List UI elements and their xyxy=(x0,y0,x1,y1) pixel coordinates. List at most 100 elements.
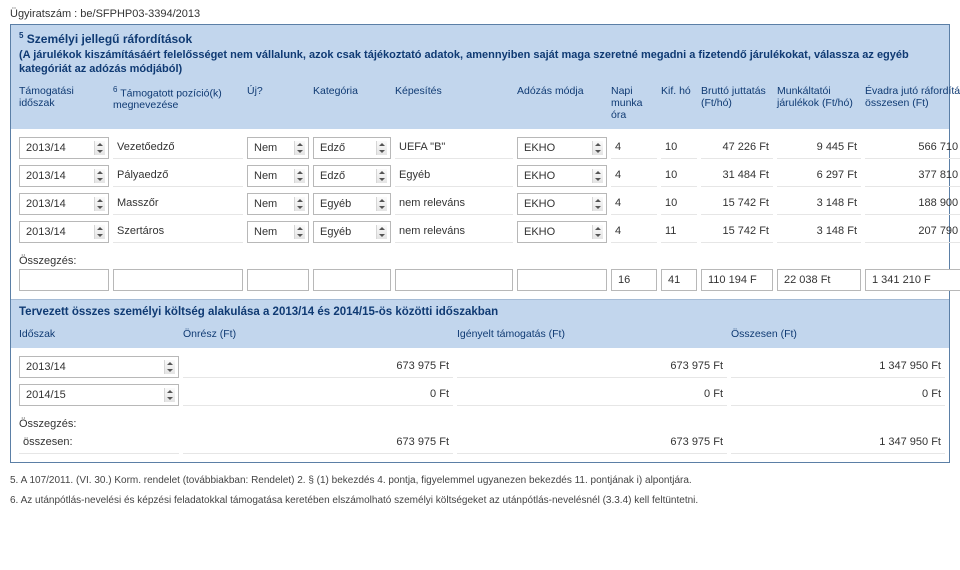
period-select[interactable]: 2013/14 xyxy=(19,137,109,159)
tax-select[interactable]: EKHO xyxy=(517,193,607,215)
section2-summary-row: összesen: 673 975 Ft 673 975 Ft 1 347 95… xyxy=(11,432,949,462)
position-cell: Vezetőedző xyxy=(113,137,243,159)
sum-empty xyxy=(113,269,243,291)
footnote-6: 6. Az utánpótlás-nevelési és képzési fel… xyxy=(10,493,950,509)
col2-total: Összesen (Ft) xyxy=(731,328,945,340)
tax-select[interactable]: EKHO xyxy=(517,221,607,243)
section1-summary-label: Összegzés: xyxy=(11,253,949,269)
sum2-word: összesen: xyxy=(19,432,179,454)
new-select[interactable]: Nem xyxy=(247,221,309,243)
gross-cell: 15 742 Ft xyxy=(701,221,773,243)
sum-empty xyxy=(517,269,607,291)
sum-hours: 16 xyxy=(611,269,657,291)
col2-support: Igényelt támogatás (Ft) xyxy=(457,328,727,340)
support-cell: 673 975 Ft xyxy=(457,356,727,378)
gross-cell: 15 742 Ft xyxy=(701,193,773,215)
contrib-cell: 9 445 Ft xyxy=(777,137,861,159)
period-select[interactable]: 2013/14 xyxy=(19,165,109,187)
sum-contrib: 22 038 Ft xyxy=(777,269,861,291)
period-select[interactable]: 2013/14 xyxy=(19,193,109,215)
position-cell: Pályaedző xyxy=(113,165,243,187)
category-select[interactable]: Egyéb xyxy=(313,221,391,243)
col-tax: Adózás módja xyxy=(517,85,607,121)
section1-columns: Támogatási időszak 6 Támogatott pozíció(… xyxy=(11,81,949,129)
table-row: 2013/14SzertárosNemEgyébnem relevánsEKHO… xyxy=(19,221,941,243)
tax-select[interactable]: EKHO xyxy=(517,165,607,187)
section1-summary-row: 16 41 110 194 F 22 038 Ft 1 341 210 F xyxy=(11,269,949,299)
section1-rows: 2013/14VezetőedzőNemEdzőUEFA "B"EKHO4104… xyxy=(11,129,949,253)
table-row: 2013/14VezetőedzőNemEdzőUEFA "B"EKHO4104… xyxy=(19,137,941,159)
season-total-cell: 566 710 Ft xyxy=(865,137,960,159)
season-total-cell: 377 810 Ft xyxy=(865,165,960,187)
sum2-onresz: 673 975 Ft xyxy=(183,432,453,454)
sum-empty xyxy=(247,269,309,291)
months-cell: 10 xyxy=(661,193,697,215)
months-cell: 10 xyxy=(661,137,697,159)
col-pos-sup: 6 xyxy=(113,85,117,94)
section2-columns: Időszak Önrész (Ft) Igényelt támogatás (… xyxy=(11,324,949,348)
table-row: 2013/14673 975 Ft673 975 Ft1 347 950 Ft xyxy=(19,356,941,378)
col-period: Támogatási időszak xyxy=(19,85,109,121)
gross-cell: 47 226 Ft xyxy=(701,137,773,159)
sum-months: 41 xyxy=(661,269,697,291)
position-cell: Masszőr xyxy=(113,193,243,215)
main-container: 5 Személyi jellegű ráfordítások (A járul… xyxy=(10,24,950,463)
gross-cell: 31 484 Ft xyxy=(701,165,773,187)
contrib-cell: 3 148 Ft xyxy=(777,221,861,243)
period-select[interactable]: 2013/14 xyxy=(19,221,109,243)
section2-title: Tervezett összes személyi költség alakul… xyxy=(11,299,949,324)
period-select[interactable]: 2014/15 xyxy=(19,384,179,406)
onresz-cell: 0 Ft xyxy=(183,384,453,406)
contrib-cell: 6 297 Ft xyxy=(777,165,861,187)
new-select[interactable]: Nem xyxy=(247,137,309,159)
onresz-cell: 673 975 Ft xyxy=(183,356,453,378)
title-sup: 5 xyxy=(19,31,23,40)
qualification-cell: nem releváns xyxy=(395,193,513,215)
qualification-cell: UEFA "B" xyxy=(395,137,513,159)
hours-cell: 4 xyxy=(611,193,657,215)
section2-summary-label: Összegzés: xyxy=(11,416,949,432)
position-cell: Szertáros xyxy=(113,221,243,243)
hours-cell: 4 xyxy=(611,165,657,187)
new-select[interactable]: Nem xyxy=(247,193,309,215)
col-category: Kategória xyxy=(313,85,391,121)
footnotes: 5. A 107/2011. (VI. 30.) Korm. rendelet … xyxy=(10,473,950,509)
contrib-cell: 3 148 Ft xyxy=(777,193,861,215)
table-row: 2014/150 Ft0 Ft0 Ft xyxy=(19,384,941,406)
season-total-cell: 207 790 Ft xyxy=(865,221,960,243)
section1-title: Személyi jellegű ráfordítások xyxy=(27,32,192,46)
qualification-cell: Egyéb xyxy=(395,165,513,187)
section1-subtitle: (A járulékok kiszámításáért felelősséget… xyxy=(19,48,941,77)
hours-cell: 4 xyxy=(611,137,657,159)
qualification-cell: nem releváns xyxy=(395,221,513,243)
sum-total: 1 341 210 F xyxy=(865,269,960,291)
col-pos-txt: Támogatott pozíció(k) megnevezése xyxy=(113,87,222,111)
category-select[interactable]: Egyéb xyxy=(313,193,391,215)
total-cell: 1 347 950 Ft xyxy=(731,356,945,378)
col2-onresz: Önrész (Ft) xyxy=(183,328,453,340)
period-select[interactable]: 2013/14 xyxy=(19,356,179,378)
sum-empty xyxy=(313,269,391,291)
sum2-support: 673 975 Ft xyxy=(457,432,727,454)
support-cell: 0 Ft xyxy=(457,384,727,406)
tax-select[interactable]: EKHO xyxy=(517,137,607,159)
section2-rows: 2013/14673 975 Ft673 975 Ft1 347 950 Ft2… xyxy=(11,348,949,416)
footnote-5: 5. A 107/2011. (VI. 30.) Korm. rendelet … xyxy=(10,473,950,489)
col-season-total: Évadra jutó ráfordítás összesen (Ft) xyxy=(865,85,960,121)
col-emp-contrib: Munkáltatói járulékok (Ft/hó) xyxy=(777,85,861,121)
col-gross: Bruttó juttatás (Ft/hó) xyxy=(701,85,773,121)
col-new: Új? xyxy=(247,85,309,121)
months-cell: 10 xyxy=(661,165,697,187)
season-total-cell: 188 900 Ft xyxy=(865,193,960,215)
category-select[interactable]: Edző xyxy=(313,165,391,187)
table-row: 2013/14MasszőrNemEgyébnem relevánsEKHO41… xyxy=(19,193,941,215)
col2-period: Időszak xyxy=(19,328,179,340)
new-select[interactable]: Nem xyxy=(247,165,309,187)
case-number: Ügyiratszám : be/SFPHP03-3394/2013 xyxy=(10,8,950,20)
category-select[interactable]: Edző xyxy=(313,137,391,159)
sum-empty xyxy=(395,269,513,291)
hours-cell: 4 xyxy=(611,221,657,243)
table-row: 2013/14PályaedzőNemEdzőEgyébEKHO41031 48… xyxy=(19,165,941,187)
col-hours: Napi munka óra xyxy=(611,85,657,121)
months-cell: 11 xyxy=(661,221,697,243)
